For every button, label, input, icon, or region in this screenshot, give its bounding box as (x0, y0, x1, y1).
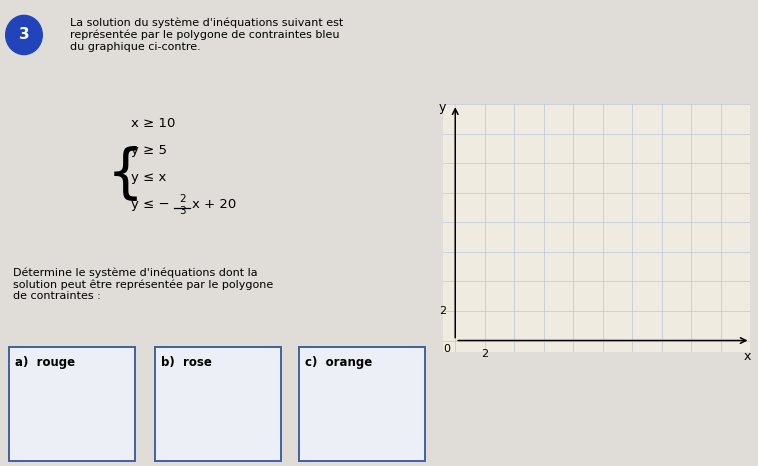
Text: y ≤ −: y ≤ − (130, 199, 169, 211)
Text: La solution du système d'inéquations suivant est
représentée par le polygone de : La solution du système d'inéquations sui… (70, 18, 343, 52)
Text: x + 20: x + 20 (192, 199, 236, 211)
Text: 2: 2 (439, 306, 446, 316)
FancyBboxPatch shape (299, 347, 425, 461)
Circle shape (5, 15, 42, 55)
Text: y ≤ x: y ≤ x (130, 171, 166, 184)
FancyBboxPatch shape (155, 347, 281, 461)
Text: y: y (438, 101, 446, 114)
Text: 0: 0 (443, 343, 450, 354)
Text: y ≥ 5: y ≥ 5 (130, 144, 167, 157)
Text: 2: 2 (179, 194, 186, 204)
Text: 2: 2 (481, 350, 488, 359)
FancyBboxPatch shape (8, 347, 135, 461)
Text: a)  rouge: a) rouge (15, 356, 75, 369)
Text: c)  orange: c) orange (305, 356, 372, 369)
Text: 3: 3 (179, 206, 186, 216)
Text: x ≥ 10: x ≥ 10 (130, 117, 175, 130)
Text: {: { (107, 146, 144, 203)
Text: x: x (744, 350, 751, 363)
Text: Détermine le système d'inéquations dont la
solution peut être représentée par le: Détermine le système d'inéquations dont … (13, 267, 274, 302)
Text: 3: 3 (19, 27, 30, 42)
Text: b)  rose: b) rose (161, 356, 212, 369)
